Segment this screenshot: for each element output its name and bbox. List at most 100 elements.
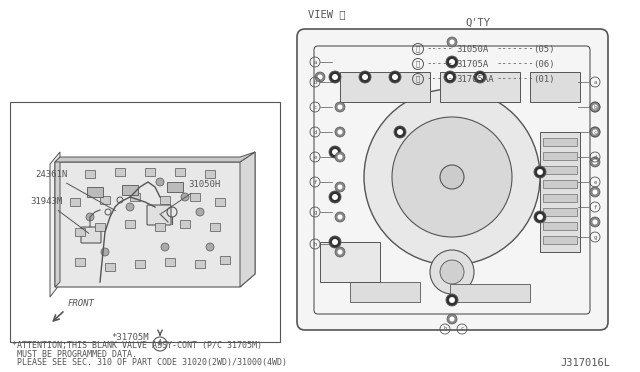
Circle shape: [359, 71, 371, 83]
FancyBboxPatch shape: [297, 29, 608, 330]
Text: f: f: [314, 180, 317, 185]
Circle shape: [332, 149, 338, 155]
Text: PLEASE SEE SEC. 310 OF PART CODE 31020(2WD)/31000(4WD): PLEASE SEE SEC. 310 OF PART CODE 31020(2…: [12, 358, 287, 367]
Text: -----: -----: [426, 45, 453, 54]
Circle shape: [392, 117, 512, 237]
Bar: [543, 222, 577, 230]
Circle shape: [332, 194, 338, 200]
Bar: [70, 198, 80, 206]
Circle shape: [440, 165, 464, 189]
Text: 31705AA: 31705AA: [456, 74, 493, 83]
Circle shape: [156, 178, 164, 186]
Circle shape: [181, 193, 189, 201]
Bar: [145, 168, 155, 176]
Circle shape: [446, 294, 458, 306]
Text: ⓑ: ⓑ: [416, 61, 420, 67]
Circle shape: [593, 160, 598, 164]
Circle shape: [335, 102, 345, 112]
Bar: [440, 72, 520, 102]
Text: -----: -----: [426, 74, 453, 83]
Circle shape: [332, 74, 338, 80]
Circle shape: [590, 102, 600, 112]
Bar: [543, 208, 577, 216]
Circle shape: [590, 157, 600, 167]
Bar: [75, 258, 85, 266]
Circle shape: [534, 211, 546, 223]
Circle shape: [337, 185, 342, 189]
Bar: [130, 193, 140, 201]
Text: e: e: [593, 180, 596, 185]
Circle shape: [397, 129, 403, 135]
Bar: [540, 132, 580, 252]
Bar: [122, 185, 138, 195]
Text: f: f: [593, 205, 596, 209]
Circle shape: [590, 187, 600, 197]
FancyBboxPatch shape: [147, 205, 171, 225]
Bar: [135, 260, 145, 268]
Text: VIEW Ⓐ: VIEW Ⓐ: [308, 9, 346, 19]
Text: 31943M: 31943M: [30, 197, 89, 233]
Circle shape: [534, 166, 546, 178]
Text: a: a: [593, 80, 596, 84]
Text: g: g: [314, 209, 317, 215]
Circle shape: [449, 317, 454, 321]
Text: 31705A: 31705A: [456, 60, 488, 68]
Circle shape: [329, 236, 341, 248]
Bar: [85, 170, 95, 178]
Bar: [195, 260, 205, 268]
Text: -------: -------: [496, 45, 534, 54]
Circle shape: [364, 89, 540, 265]
Circle shape: [337, 154, 342, 160]
Circle shape: [444, 71, 456, 83]
Text: b: b: [593, 105, 596, 109]
Circle shape: [447, 314, 457, 324]
Bar: [190, 193, 200, 201]
Circle shape: [449, 39, 454, 45]
Circle shape: [335, 212, 345, 222]
Bar: [210, 223, 220, 231]
Circle shape: [337, 250, 342, 254]
Circle shape: [590, 217, 600, 227]
Bar: [543, 138, 577, 146]
Bar: [543, 180, 577, 188]
Text: d: d: [314, 129, 317, 135]
Text: c: c: [460, 327, 463, 331]
Polygon shape: [50, 152, 60, 297]
Text: c: c: [593, 129, 596, 135]
Circle shape: [335, 127, 345, 137]
Circle shape: [317, 74, 323, 80]
Circle shape: [86, 213, 94, 221]
Text: b: b: [314, 80, 317, 84]
Bar: [450, 284, 530, 302]
Circle shape: [335, 182, 345, 192]
Bar: [87, 187, 103, 197]
Bar: [180, 220, 190, 228]
Text: 31050H: 31050H: [161, 180, 220, 214]
Text: (05): (05): [533, 45, 554, 54]
Text: Q'TY: Q'TY: [465, 18, 490, 28]
Circle shape: [590, 127, 600, 137]
Circle shape: [447, 74, 453, 80]
Circle shape: [337, 129, 342, 135]
Circle shape: [389, 71, 401, 83]
Circle shape: [126, 203, 134, 211]
Text: h: h: [314, 241, 317, 247]
Text: ⓒ: ⓒ: [416, 76, 420, 82]
Bar: [105, 263, 115, 271]
Bar: [215, 198, 225, 206]
Bar: [320, 242, 380, 282]
Bar: [95, 223, 105, 231]
FancyBboxPatch shape: [81, 227, 101, 243]
Bar: [543, 194, 577, 202]
Text: J317016L: J317016L: [560, 358, 610, 368]
Bar: [220, 256, 230, 264]
Text: *31705M: *31705M: [111, 333, 149, 342]
Circle shape: [593, 129, 598, 135]
FancyArrowPatch shape: [158, 330, 162, 335]
Polygon shape: [55, 152, 255, 162]
Polygon shape: [55, 152, 255, 287]
Circle shape: [329, 71, 341, 83]
Bar: [530, 72, 580, 102]
Text: e: e: [314, 154, 317, 160]
Text: *ATTENTION;THIS BLANK VALVE ASSY-CONT (P/C 31705M): *ATTENTION;THIS BLANK VALVE ASSY-CONT (P…: [12, 341, 262, 350]
